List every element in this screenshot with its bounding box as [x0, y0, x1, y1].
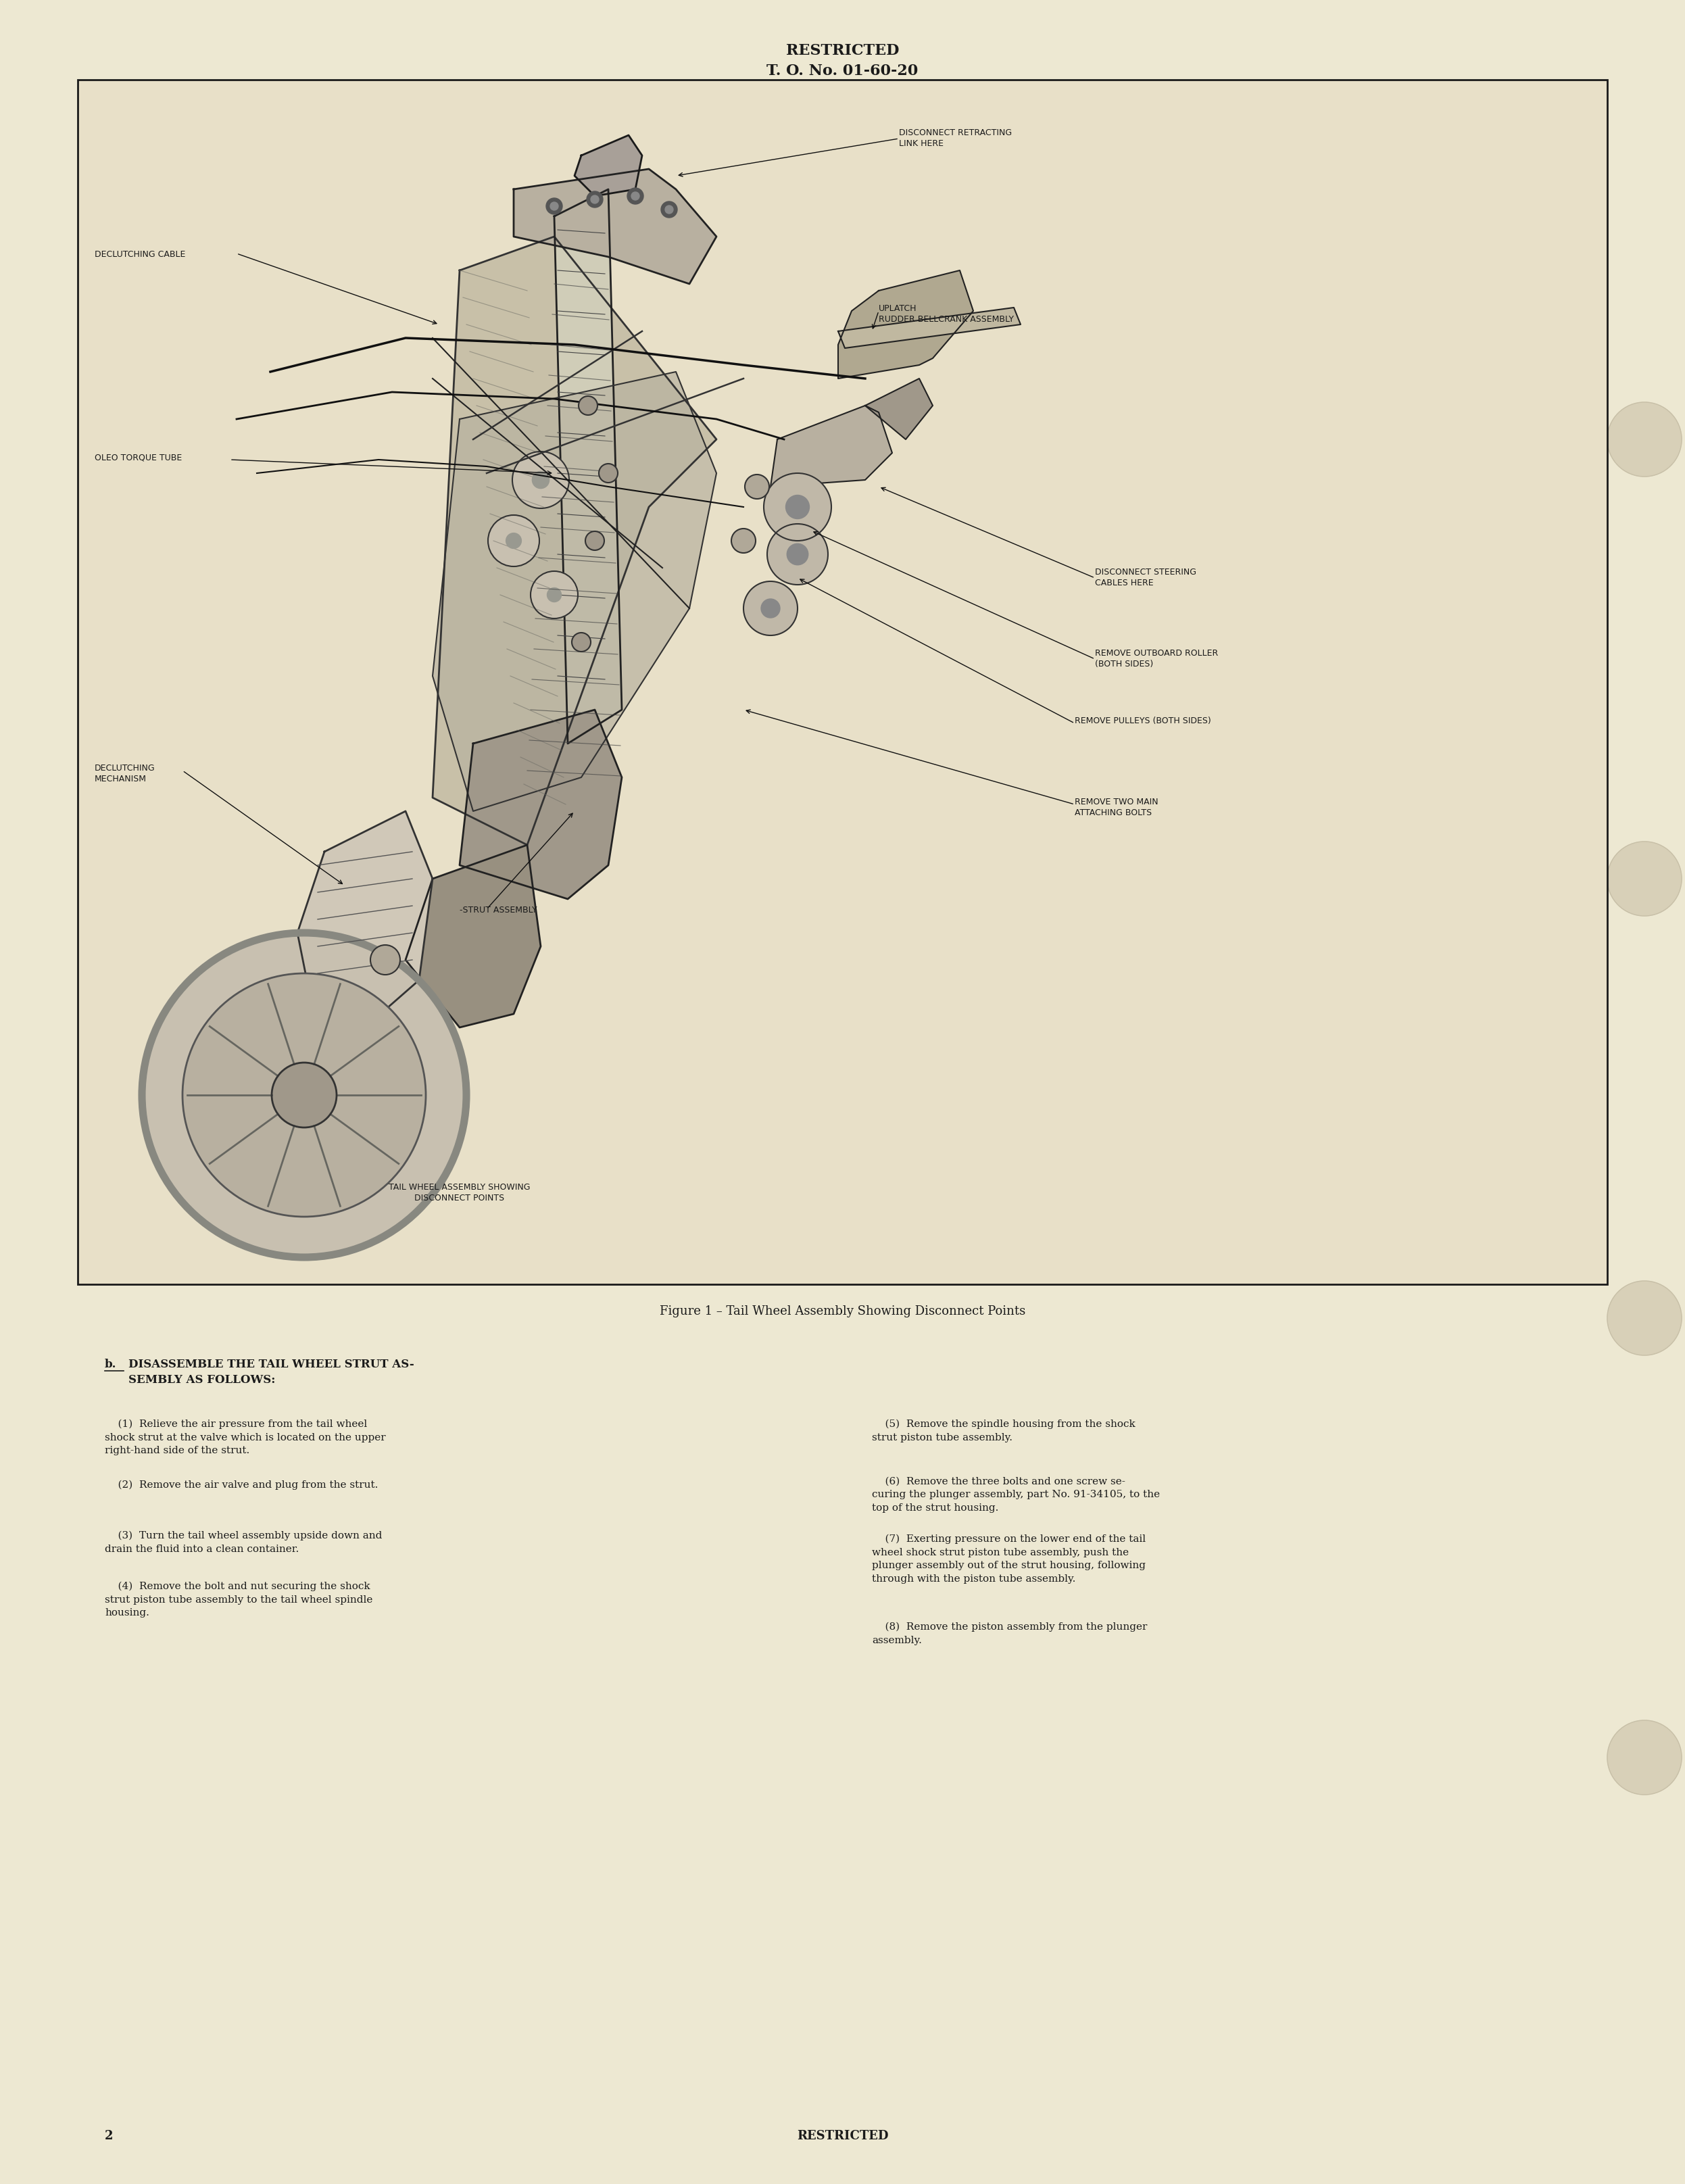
Circle shape: [585, 531, 605, 550]
Text: DECLUTCHING
MECHANISM: DECLUTCHING MECHANISM: [94, 764, 155, 784]
Text: TAIL WHEEL ASSEMBLY SHOWING
DISCONNECT POINTS: TAIL WHEEL ASSEMBLY SHOWING DISCONNECT P…: [389, 1184, 531, 1203]
Text: (3)  Turn the tail wheel assembly upside down and
drain the fluid into a clean c: (3) Turn the tail wheel assembly upside …: [104, 1531, 382, 1555]
Text: DISCONNECT STEERING
CABLES HERE: DISCONNECT STEERING CABLES HERE: [1095, 568, 1196, 587]
Text: UPLATCH
RUDDER BELLCRANK ASSEMBLY: UPLATCH RUDDER BELLCRANK ASSEMBLY: [878, 304, 1014, 323]
Circle shape: [506, 533, 521, 548]
Polygon shape: [554, 190, 622, 743]
Polygon shape: [406, 845, 541, 1026]
Circle shape: [591, 194, 598, 203]
Text: DISASSEMBLE THE TAIL WHEEL STRUT AS-
SEMBLY AS FOLLOWS:: DISASSEMBLE THE TAIL WHEEL STRUT AS- SEM…: [128, 1358, 415, 1387]
Circle shape: [661, 201, 677, 218]
Text: OLEO TORQUE TUBE: OLEO TORQUE TUBE: [94, 452, 182, 461]
Circle shape: [743, 581, 797, 636]
Text: -STRUT ASSEMBLY: -STRUT ASSEMBLY: [460, 906, 538, 915]
Bar: [78, 81, 1607, 1284]
Circle shape: [586, 192, 603, 207]
Circle shape: [731, 529, 755, 553]
Circle shape: [182, 974, 426, 1216]
Circle shape: [763, 474, 831, 542]
Text: RESTRICTED: RESTRICTED: [785, 44, 900, 59]
Text: REMOVE OUTBOARD ROLLER
(BOTH SIDES): REMOVE OUTBOARD ROLLER (BOTH SIDES): [1095, 649, 1218, 668]
Text: REMOVE TWO MAIN
ATTACHING BOLTS: REMOVE TWO MAIN ATTACHING BOLTS: [1075, 797, 1158, 817]
Polygon shape: [433, 371, 716, 810]
Circle shape: [531, 572, 578, 618]
Text: (4)  Remove the bolt and nut securing the shock
strut piston tube assembly to th: (4) Remove the bolt and nut securing the…: [104, 1581, 372, 1618]
Text: DECLUTCHING CABLE: DECLUTCHING CABLE: [94, 251, 185, 260]
Text: (2)  Remove the air valve and plug from the strut.: (2) Remove the air valve and plug from t…: [104, 1481, 377, 1489]
Circle shape: [632, 192, 639, 201]
Text: (8)  Remove the piston assembly from the plunger
assembly.: (8) Remove the piston assembly from the …: [871, 1623, 1147, 1645]
Circle shape: [785, 496, 809, 520]
Circle shape: [627, 188, 644, 203]
Circle shape: [551, 203, 558, 210]
Polygon shape: [460, 710, 622, 900]
Circle shape: [489, 515, 539, 566]
Text: T. O. No. 01-60-20: T. O. No. 01-60-20: [767, 63, 918, 79]
Circle shape: [666, 205, 674, 214]
Circle shape: [578, 395, 598, 415]
Circle shape: [546, 199, 563, 214]
Circle shape: [271, 1064, 337, 1127]
Circle shape: [598, 463, 618, 483]
Text: 2: 2: [104, 2129, 113, 2143]
Circle shape: [1607, 841, 1682, 915]
Text: b.: b.: [104, 1358, 116, 1369]
Polygon shape: [864, 378, 933, 439]
Polygon shape: [297, 810, 433, 1026]
Circle shape: [1607, 1721, 1682, 1795]
Polygon shape: [837, 271, 974, 378]
Text: RESTRICTED: RESTRICTED: [797, 2129, 888, 2143]
Text: REMOVE PULLEYS (BOTH SIDES): REMOVE PULLEYS (BOTH SIDES): [1075, 716, 1212, 725]
Circle shape: [532, 472, 549, 489]
Circle shape: [371, 946, 399, 974]
Polygon shape: [575, 135, 642, 197]
Polygon shape: [770, 406, 891, 487]
Polygon shape: [433, 236, 716, 845]
Circle shape: [787, 544, 809, 566]
Polygon shape: [837, 308, 1021, 347]
Circle shape: [745, 474, 768, 498]
Text: (7)  Exerting pressure on the lower end of the tail
wheel shock strut piston tub: (7) Exerting pressure on the lower end o…: [871, 1535, 1146, 1583]
Circle shape: [1607, 1282, 1682, 1356]
Text: (6)  Remove the three bolts and one screw se-
curing the plunger assembly, part : (6) Remove the three bolts and one screw…: [871, 1476, 1159, 1514]
Text: Figure 1 – Tail Wheel Assembly Showing Disconnect Points: Figure 1 – Tail Wheel Assembly Showing D…: [659, 1306, 1026, 1317]
Circle shape: [548, 587, 561, 603]
Polygon shape: [514, 168, 716, 284]
Circle shape: [512, 452, 570, 509]
Circle shape: [571, 633, 591, 651]
Text: (1)  Relieve the air pressure from the tail wheel
shock strut at the valve which: (1) Relieve the air pressure from the ta…: [104, 1420, 386, 1455]
Text: (5)  Remove the spindle housing from the shock
strut piston tube assembly.: (5) Remove the spindle housing from the …: [871, 1420, 1136, 1441]
Circle shape: [1607, 402, 1682, 476]
Circle shape: [762, 598, 780, 618]
Circle shape: [767, 524, 827, 585]
Text: DISCONNECT RETRACTING
LINK HERE: DISCONNECT RETRACTING LINK HERE: [898, 129, 1013, 149]
Circle shape: [142, 933, 467, 1258]
